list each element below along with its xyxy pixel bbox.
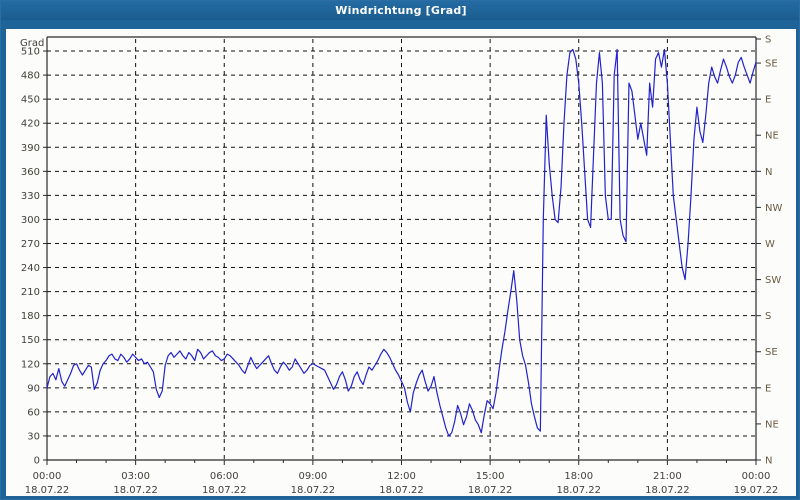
series-line-windrichtung	[46, 48, 757, 437]
x-axis-time-label: 00:00	[742, 471, 771, 482]
y-axis-tick-label: 300	[21, 215, 40, 226]
x-axis-date-label: 18.07.22	[113, 485, 158, 496]
x-axis-ticks: 00:00 18.07.22 03:00 18.07.22 06:00 18.07.22 0…	[25, 460, 779, 496]
data-series	[46, 48, 757, 437]
titlebar-underband	[1, 20, 799, 29]
x-axis-date-label: 18.07.22	[291, 485, 336, 496]
window-titlebar: Windrichtung [Grad]	[1, 1, 799, 20]
window-title: Windrichtung [Grad]	[335, 4, 467, 17]
y2-axis-tick-label: W	[765, 239, 775, 250]
plot-frame	[46, 36, 757, 461]
x-axis-time-label: 21:00	[653, 471, 682, 482]
x-axis-time-label: 00:00	[33, 471, 62, 482]
x-axis-date-label: 18.07.22	[25, 485, 70, 496]
y2-axis-tick-label: NE	[765, 419, 779, 430]
x-axis-date-label: 18.07.22	[645, 485, 690, 496]
y2-axis-tick-label: E	[765, 383, 771, 394]
y2-axis-tick-label: N	[765, 167, 772, 178]
window-bottom-border	[1, 494, 799, 499]
y-axis-tick-label: 180	[21, 311, 40, 322]
y-axis-tick-label: 210	[21, 287, 40, 298]
y-axis-ticks: 5104804504203903603303002702402101801501…	[21, 47, 47, 467]
wind-direction-line-chart: 5104804504203903603303002702402101801501…	[20, 35, 782, 497]
y-axis-tick-label: 510	[21, 47, 40, 58]
x-axis-time-label: 18:00	[564, 471, 593, 482]
y-axis-tick-label: 90	[27, 383, 40, 394]
x-axis-time-label: 15:00	[476, 471, 505, 482]
y2-axis-tick-label: SE	[765, 59, 778, 70]
y2-axis-tick-label: NW	[765, 203, 782, 214]
window-right-border	[794, 20, 799, 499]
y2-axis-tick-label: NE	[765, 131, 779, 142]
y-axis-tick-label: 330	[21, 191, 40, 202]
x-axis-date-label: 18.07.22	[379, 485, 424, 496]
x-axis-time-label: 06:00	[210, 471, 239, 482]
y-axis-tick-label: 60	[27, 407, 40, 418]
y2-axis-tick-label: SW	[765, 275, 781, 286]
y-axis-tick-label: 270	[21, 239, 40, 250]
x-axis-time-label: 12:00	[387, 471, 416, 482]
chart-canvas: 510 480 450 420 390 360 330 300 270 240 210 180 150 1…	[6, 29, 796, 496]
y-axis-tick-label: 420	[21, 119, 40, 130]
grid-lines	[47, 39, 756, 460]
y2-axis-tick-label: S	[765, 311, 771, 322]
x-axis-date-label: 18.07.22	[556, 485, 601, 496]
y-axis-tick-label: 240	[21, 263, 40, 274]
y-axis-tick-label: 150	[21, 335, 40, 346]
y-axis-unit-label: Grad	[20, 38, 44, 49]
y-axis-tick-label: 0	[34, 456, 40, 467]
y2-axis-ticks: N NE E SE S SW W NW N NE E SE S	[756, 35, 782, 467]
window-left-border	[1, 20, 6, 499]
y-axis-tick-label: 30	[27, 431, 40, 442]
y2-axis-tick-label-top: S	[765, 35, 771, 46]
y2-axis-tick-label: N	[765, 456, 772, 467]
y2-axis-tick-label: SE	[765, 347, 778, 358]
x-axis-date-label: 18.07.22	[468, 485, 513, 496]
x-axis-time-label: 09:00	[298, 471, 327, 482]
y-axis-tick-label: 480	[21, 71, 40, 82]
y-axis-tick-label: 450	[21, 95, 40, 106]
y-axis-tick-label: 120	[21, 359, 40, 370]
y-axis-tick-label: 360	[21, 167, 40, 178]
x-axis-date-label: 19.07.22	[734, 485, 779, 496]
x-axis-date-label: 18.07.22	[202, 485, 247, 496]
y-axis-tick-label: 390	[21, 143, 40, 154]
y2-axis-tick-label: E	[765, 95, 771, 106]
x-axis-time-label: 03:00	[121, 471, 150, 482]
